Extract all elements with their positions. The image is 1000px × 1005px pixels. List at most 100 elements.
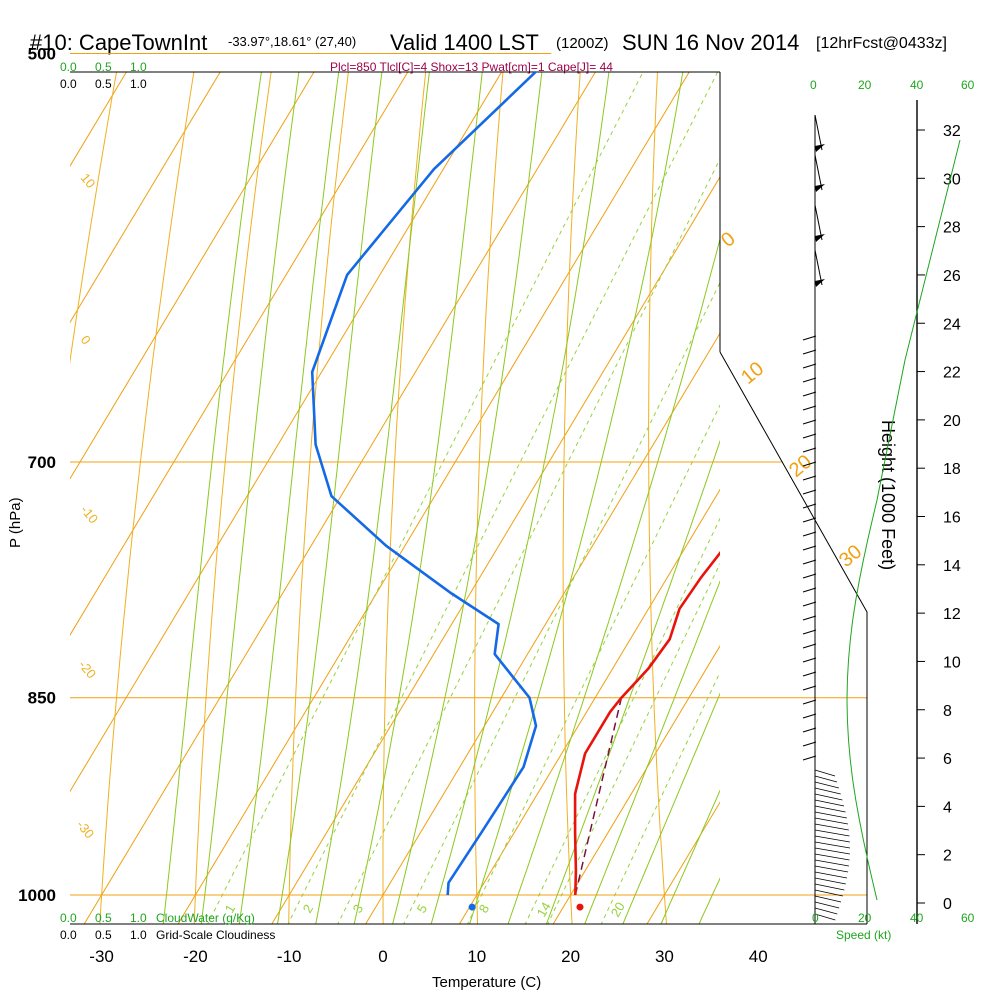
dry-adiabat-lines [0, 0, 1000, 966]
dry-adiabat-label-0: 10 [78, 170, 99, 191]
isobar-lines [70, 0, 867, 895]
mixing-ratio-3 [323, 0, 910, 954]
temp-tick--30: -30 [89, 947, 114, 966]
wind-barb-746 [803, 742, 816, 746]
isotherm-20 [553, 72, 1000, 924]
dry-adiabat-40 [731, 0, 814, 966]
station-title: #10: CapeTownInt [30, 30, 207, 55]
wind-hatch-812 [815, 812, 847, 818]
wind-hatch-878 [815, 878, 846, 884]
dewpoint-line [312, 0, 961, 895]
wind-flag-3 [815, 279, 825, 287]
speed-top-20: 20 [858, 78, 872, 92]
moist-adiabat-lines [160, 0, 1000, 954]
dry-adiabat-label-2: -10 [78, 502, 102, 526]
wind-barb-606 [803, 602, 816, 606]
pressure-ticks: 2503004005007008501000 [18, 0, 56, 905]
height-tick-22: 22 [943, 365, 961, 382]
mixing-ratio-label-6: 20 [608, 899, 628, 919]
date-label: SUN 16 Nov 2014 [622, 30, 799, 55]
wind-barb-354 [803, 350, 816, 354]
isotherm--20 [178, 72, 689, 924]
wind-barb-732 [803, 728, 816, 732]
wind-hatch-854 [815, 854, 850, 860]
wind-barb-634 [803, 630, 816, 634]
valid-time: Valid 1400 LST [390, 30, 539, 55]
x-axis-label: Temperature (C) [432, 974, 541, 991]
lower-grid-extension [720, 352, 867, 924]
dry-adiabat-70 [965, 0, 1000, 966]
mixing-ratio-2 [273, 0, 865, 954]
cloudwater-label: CloudWater (g/Kg) [156, 911, 255, 925]
temp-tick--20: -20 [183, 947, 208, 966]
wind-hatch-824 [815, 824, 849, 830]
temperature-line [575, 0, 1000, 895]
dry-adiabat--20 [193, 0, 440, 966]
isotherm-0 [366, 72, 877, 924]
moist-adiabat--20 [160, 0, 434, 954]
wind-barb-452 [803, 448, 816, 452]
wind-hatch-866 [815, 866, 848, 872]
height-tick-10: 10 [943, 654, 961, 671]
wind-barb-704 [803, 700, 816, 704]
wind-barb-760 [803, 756, 816, 760]
cloud-scale-top-black-1: 0.5 [95, 77, 112, 91]
cloud-scale-top-black-2: 1.0 [130, 77, 147, 91]
wind-hatch-872 [815, 872, 847, 878]
isotherm-60 [928, 72, 1000, 924]
wind-hatch-830 [815, 830, 849, 836]
lower-region [720, 352, 867, 924]
wind-flag-0 [815, 144, 825, 152]
height-tick-14: 14 [943, 558, 961, 575]
isotherm-lines [0, 72, 1000, 924]
wind-barb-upper-2 [815, 205, 822, 240]
isotherm--40 [0, 72, 502, 924]
wind-barb-536 [803, 532, 816, 536]
speed-bottom-0: 0 [812, 911, 819, 925]
speed-top-60: 60 [961, 78, 975, 92]
wind-barb-438 [803, 434, 816, 438]
temp-tick-10: 10 [467, 947, 486, 966]
dry-adiabat-label-4: -30 [74, 817, 98, 841]
isotherm--70 [0, 72, 220, 924]
isotherm--50 [0, 72, 408, 924]
moist-adiabat-16 [498, 0, 906, 954]
wind-hatch-818 [815, 818, 848, 824]
speed-top-40: 40 [910, 78, 924, 92]
cloud-scale-bottom-2: 1.0 [130, 928, 147, 942]
wind-hatch-860 [815, 860, 849, 866]
wind-barb-690 [803, 686, 816, 690]
isotherm-40 [741, 72, 1000, 924]
wind-barb-396 [803, 392, 816, 396]
wind-hatch-884 [815, 884, 844, 890]
moist-adiabat-28 [610, 0, 1000, 954]
moist-adiabat-24 [573, 0, 1000, 954]
pressure-tick-850: 850 [28, 689, 56, 708]
y-axis-label: P (hPa) [7, 497, 24, 548]
wind-hatch-800 [815, 800, 844, 806]
wind-barb-718 [803, 714, 816, 718]
wind-barb-592 [803, 588, 816, 592]
moist-adiabat--4 [310, 0, 572, 954]
pressure-tick-1000: 1000 [18, 886, 56, 905]
wind-barb-508 [803, 504, 816, 508]
wind-profile [803, 115, 850, 924]
wind-barb-662 [803, 658, 816, 662]
temp-tick-40: 40 [749, 947, 768, 966]
wind-hatch-770 [815, 770, 835, 776]
surface-dewpoint-dot [469, 904, 476, 911]
cloudiness-label: Grid-Scale Cloudiness [156, 928, 275, 942]
speed-bottom-60: 60 [961, 911, 975, 925]
height-tick-32: 32 [943, 123, 961, 140]
mixing-ratio-label-2: 3 [350, 902, 367, 916]
station-coords: -33.97°,18.61° (27,40) [228, 34, 356, 49]
wind-barb-620 [803, 616, 816, 620]
wind-barb-648 [803, 644, 816, 648]
wind-barb-494 [803, 490, 816, 494]
mixing-ratio-1 [192, 0, 792, 954]
height-tick-26: 26 [943, 268, 961, 285]
cloud-scale-bottom-1: 0.5 [95, 928, 112, 942]
temp-tick-30: 30 [655, 947, 674, 966]
